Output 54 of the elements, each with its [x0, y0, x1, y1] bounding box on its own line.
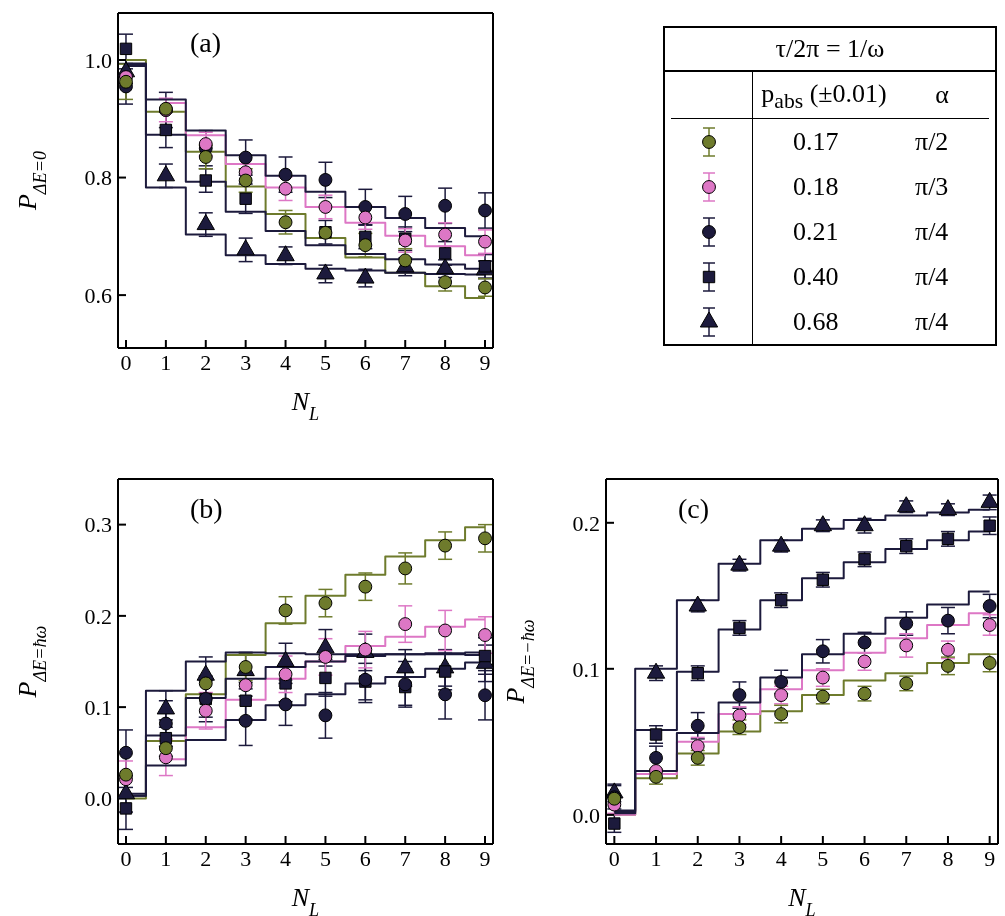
x-tick-label: 3 — [733, 845, 745, 871]
x-tick-label: 2 — [692, 845, 704, 871]
x-tick-label: 5 — [319, 349, 331, 375]
annotation: (a) — [190, 27, 222, 58]
legend-label: 0.17 π/2 — [792, 126, 950, 157]
y-tick-label: 0.2 — [572, 510, 600, 536]
x-tick-label: 4 — [775, 845, 787, 871]
x-tick-label: 9 — [479, 349, 491, 375]
x-axis-title: N$_{L}$ — [290, 387, 320, 424]
x-tick-label: 2 — [200, 349, 212, 375]
y-tick-label: 1.0 — [84, 47, 112, 73]
y-tick-label: 0.1 — [84, 694, 112, 720]
legend-title: τ/2π = 1/ω — [665, 28, 995, 72]
x-tick-label: 1 — [160, 349, 172, 375]
y-tick-label: 0.6 — [84, 282, 112, 308]
x-tick-label: 4 — [280, 349, 292, 375]
y-tick-label: 0.8 — [84, 165, 112, 191]
x-tick-label: 3 — [240, 845, 252, 871]
annotation: (b) — [190, 493, 223, 524]
x-tick-label: 8 — [439, 845, 451, 871]
x-tick-label: 0 — [120, 845, 132, 871]
x-tick-label: 3 — [240, 349, 252, 375]
legend-label: 0.68 π/4 — [792, 306, 950, 337]
y-tick-label: 0.0 — [84, 786, 112, 812]
x-tick-label: 2 — [200, 845, 212, 871]
x-axis-title: N$_{L}$ — [787, 883, 816, 916]
y-tick-label: 0.0 — [572, 802, 600, 828]
x-tick-label: 6 — [359, 845, 371, 871]
text: α — [895, 72, 989, 120]
x-tick-label: 9 — [984, 845, 996, 871]
x-tick-label: 0 — [120, 349, 132, 375]
x-tick-label: 1 — [160, 845, 172, 871]
y-tick-label: 0.3 — [84, 512, 112, 538]
x-tick-label: 7 — [399, 349, 411, 375]
x-tick-label: 9 — [479, 845, 491, 871]
x-tick-label: 8 — [942, 845, 954, 871]
legend-label: 0.21 π/4 — [792, 216, 950, 247]
x-tick-label: 6 — [859, 845, 871, 871]
x-tick-label: 4 — [280, 845, 292, 871]
x-tick-label: 0 — [608, 845, 620, 871]
y-tick-label: 0.2 — [84, 603, 112, 629]
x-tick-label: 5 — [319, 845, 331, 871]
x-axis-title: N$_{L}$ — [290, 883, 320, 916]
x-tick-label: 6 — [359, 349, 371, 375]
x-tick-label: 5 — [817, 845, 829, 871]
annotation: (c) — [678, 493, 710, 524]
legend-label: 0.18 π/3 — [792, 171, 950, 202]
x-tick-label: 7 — [900, 845, 912, 871]
legend-label: 0.40 π/4 — [792, 261, 950, 292]
x-tick-label: 8 — [439, 349, 451, 375]
y-tick-label: 0.1 — [572, 656, 600, 682]
x-tick-label: 7 — [399, 845, 411, 871]
x-tick-label: 1 — [650, 845, 662, 871]
text: p$_{abs}$ (±0.01) — [753, 72, 895, 120]
